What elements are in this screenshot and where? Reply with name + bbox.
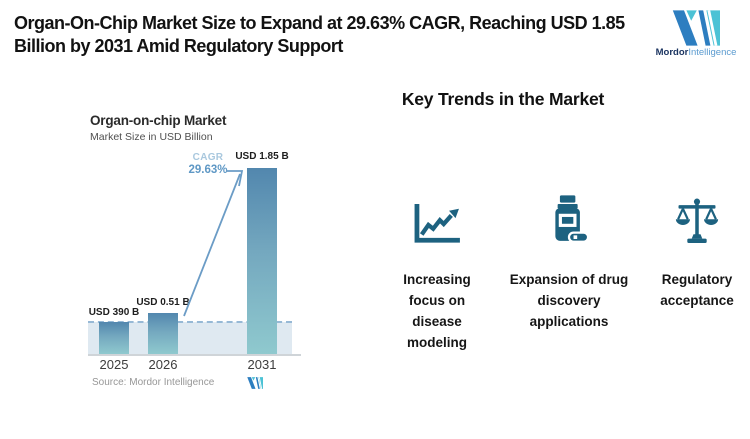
bar-2026 <box>148 313 178 354</box>
line-chart-up-icon <box>414 203 460 243</box>
source-note: Source: Mordor Intelligence <box>92 377 215 388</box>
mordor-intelligence-logo-icon <box>672 10 720 46</box>
bar-2025 <box>99 322 129 354</box>
cagr-growth-arrow-icon <box>183 170 244 317</box>
page-title: Organ-On-Chip Market Size to Expand at 2… <box>14 13 625 57</box>
chart-x-axis-line <box>88 354 301 356</box>
balance-scale-icon <box>675 198 719 243</box>
chart-subtitle: Market Size in USD Billion <box>90 131 213 143</box>
bar-value-label-2025: USD 390 B <box>88 307 140 318</box>
brand-wordmark: MordorIntelligence <box>650 47 742 58</box>
trend-label-disease-modeling: Increasing focus on disease modeling <box>403 272 471 350</box>
brand-name-light: Intelligence <box>688 47 737 58</box>
bar-2031 <box>247 168 277 354</box>
trend-label-drug-discovery: Expansion of drug discovery applications <box>509 272 629 329</box>
pill-bottle-icon <box>555 195 589 243</box>
bar-value-label-2026: USD 0.51 B <box>136 297 190 308</box>
x-tick-2025: 2025 <box>99 357 129 372</box>
brand-logo: MordorIntelligence <box>650 10 742 58</box>
trend-label-regulatory-acceptance: Regulatory acceptance <box>660 272 734 308</box>
x-tick-2031: 2031 <box>247 357 277 372</box>
trends-heading: Key Trends in the Market <box>401 89 605 109</box>
mordor-intelligence-footer-logo-icon <box>247 377 263 389</box>
bar-value-label-2031: USD 1.85 B <box>235 151 289 162</box>
chart-dashed-reference-line <box>88 321 292 323</box>
brand-name-bold: Mordor <box>655 47 689 58</box>
cagr-label: CAGR <box>192 152 224 163</box>
chart-title: Organ-on-chip Market <box>90 113 227 128</box>
cagr-annotation: CAGR 29.63% <box>182 152 234 176</box>
cagr-value: 29.63% <box>188 164 228 176</box>
x-tick-2026: 2026 <box>148 357 178 372</box>
